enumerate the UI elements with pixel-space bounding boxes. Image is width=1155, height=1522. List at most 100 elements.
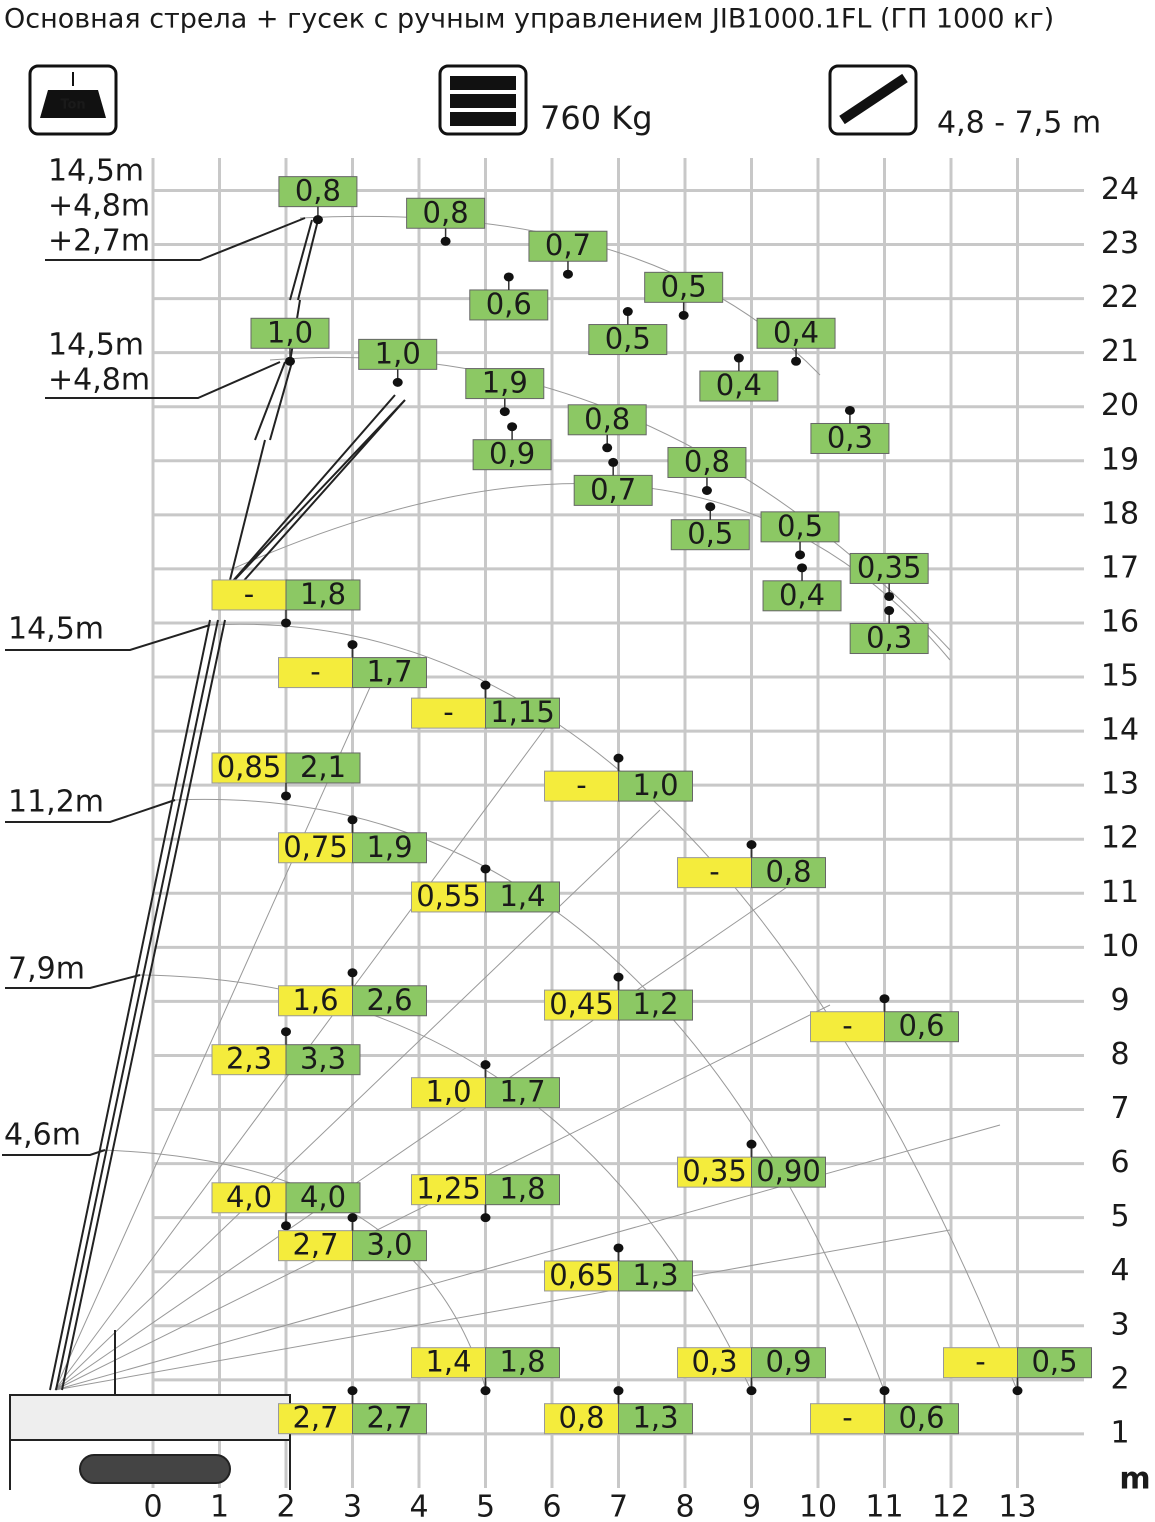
capacity-label: 0,85 (217, 750, 282, 784)
capacity-box (677, 1156, 752, 1188)
capacity-label: 0,45 (549, 987, 614, 1021)
capacity-label: 2,7 (366, 1401, 412, 1435)
capacity-label: - (576, 768, 586, 802)
x-tick-label: 5 (476, 1490, 495, 1522)
capacity-label: 0,9 (765, 1345, 811, 1379)
capacity-label: 3,0 (366, 1228, 412, 1262)
capacity-label: 0,7 (590, 472, 636, 506)
load-point (499, 407, 510, 417)
capacity-box (411, 1077, 486, 1109)
x-tick-label: 9 (742, 1490, 761, 1522)
capacity-box (670, 519, 750, 551)
x-tick-label: 7 (609, 1490, 628, 1522)
capacity-label: 0,4 (779, 578, 825, 612)
load-point (746, 1139, 757, 1149)
y-tick-label: 11 (1101, 875, 1139, 910)
capacity-label: 0,4 (773, 315, 819, 349)
marks: -1,8- 1,7- 1,15- 1,0- 0,8- 0,6- 0,50,85 2,10,75… (211, 174, 1092, 1435)
load-point (791, 356, 802, 366)
load-point (1012, 1386, 1023, 1396)
capacity-label: 0,9 (489, 437, 535, 471)
y-tick-label: 19 (1101, 442, 1139, 477)
y-tick-label: 13 (1101, 767, 1139, 802)
capacity-box (250, 317, 330, 349)
capacity-box (411, 1174, 486, 1206)
capacity-box (211, 752, 287, 784)
load-point (312, 215, 323, 225)
load-point (480, 1213, 491, 1223)
capacity-box (485, 697, 560, 729)
load-point (678, 310, 689, 320)
capacity-box (352, 832, 427, 864)
capacity-label: 0,8 (423, 195, 469, 229)
load-point (480, 1060, 491, 1070)
capacity-label: 1,9 (366, 830, 412, 864)
capacity-label: 0,75 (283, 830, 348, 864)
icon-jib (828, 64, 918, 136)
boom-label: 14,5m (48, 154, 144, 189)
load-point (613, 753, 624, 763)
capacity-label: 1,0 (375, 336, 421, 370)
capacity-label: - (842, 1401, 852, 1435)
capacity-box (211, 1182, 287, 1214)
capacity-label: 0,6 (898, 1401, 944, 1435)
x-tick-label: 1 (210, 1490, 229, 1522)
boom-label: +2,7m (48, 224, 150, 259)
boom-label: 4,6m (4, 1118, 81, 1153)
load-point (746, 840, 757, 850)
capacity-label: 0,5 (605, 322, 651, 356)
capacity-box (588, 324, 668, 356)
capacity-label: 1,0 (425, 1075, 471, 1109)
capacity-label: 0,6 (486, 287, 532, 321)
title: Основная стрела + гусек с ручным управле… (4, 4, 1054, 35)
x-tick-label: 11 (865, 1490, 903, 1522)
load-point (879, 994, 890, 1004)
load-point (440, 236, 451, 246)
capacity-box (567, 404, 647, 436)
capacity-box (485, 1347, 560, 1379)
boom-label: +4,8m (48, 189, 150, 224)
capacity-box (278, 1403, 353, 1435)
capacity-label: 1,4 (499, 879, 545, 913)
capacity-box (278, 176, 358, 208)
capacity-label: 0,90 (756, 1154, 821, 1188)
icon-counterweight (438, 64, 528, 136)
load-point (392, 377, 403, 387)
capacity-label: - (975, 1345, 985, 1379)
capacity-box (884, 1403, 959, 1435)
capacity-label: 0,5 (687, 517, 733, 551)
capacity-box (352, 1230, 427, 1262)
capacity-label: - (842, 1009, 852, 1043)
load-point (608, 457, 619, 467)
y-tick-label: 5 (1110, 1199, 1129, 1234)
capacity-label: 1,9 (482, 366, 528, 400)
icon-label: Ton (60, 98, 85, 113)
load-point (281, 1221, 291, 1231)
capacity-label: 2,7 (292, 1401, 338, 1435)
load-point (746, 1386, 757, 1396)
capacity-box (544, 770, 619, 802)
load-point (480, 680, 491, 690)
capacity-box (472, 439, 552, 471)
load-point (281, 618, 291, 628)
capacity-box (756, 317, 836, 349)
load-point (622, 307, 633, 317)
capacity-box (485, 1077, 560, 1109)
boom-label: 11,2m (8, 785, 104, 820)
load-point (613, 1243, 624, 1253)
capacity-label: 0,7 (545, 228, 591, 262)
load-point (884, 591, 895, 601)
capacity-label: 1,7 (366, 655, 412, 689)
y-tick-label: 7 (1110, 1091, 1129, 1126)
capacity-label: 4,0 (300, 1180, 346, 1214)
capacity-box (667, 447, 747, 478)
load-point (733, 353, 744, 363)
boom-labels: 14,5m +4,8m +2,7m 14,5m +4,8m 14,5m 11,2… (2, 154, 306, 1156)
capacity-label: 0,8 (765, 855, 811, 889)
y-tick-label: 6 (1110, 1145, 1129, 1180)
y-tick-label: 1 (1110, 1415, 1129, 1450)
capacity-box (849, 623, 929, 655)
capacity-box (278, 1230, 353, 1262)
capacity-box (810, 1011, 885, 1043)
x-tick-label: 4 (409, 1490, 428, 1522)
